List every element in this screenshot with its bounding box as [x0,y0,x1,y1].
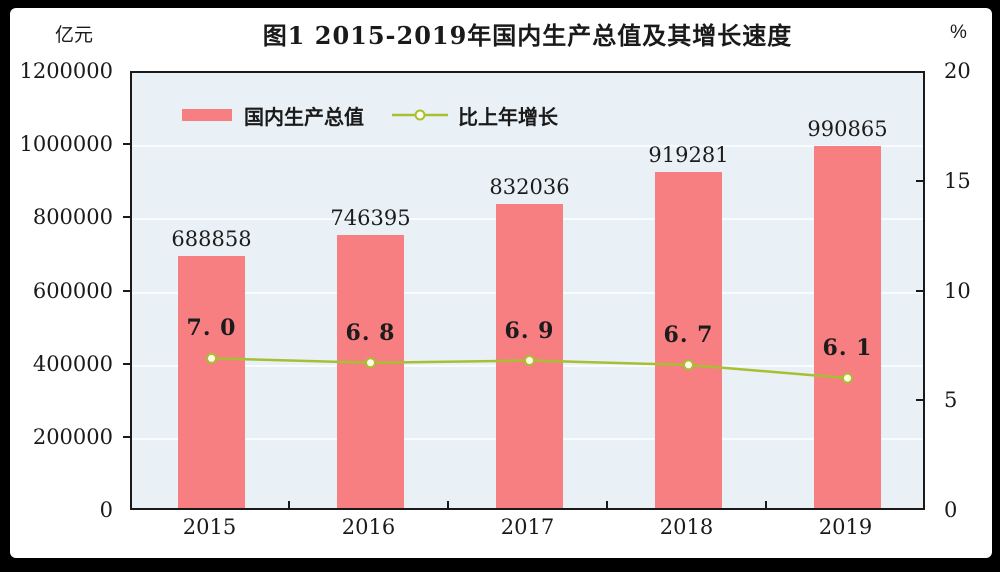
line-marker [524,355,535,367]
x-axis-tick [447,501,449,508]
y-axis-label-right: 5 [944,388,958,413]
x-axis-tick [288,501,290,508]
right-axis-unit: % [950,22,967,43]
growth-value-label: 7. 0 [186,315,237,342]
growth-value-label: 6. 9 [504,317,555,344]
x-axis-label: 2018 [659,515,714,539]
left-axis-unit: 亿元 [55,25,94,46]
y-axis-label-right: 20 [944,59,971,83]
bar-value-label: 832036 [489,174,570,199]
y-axis-label-right: 0 [944,498,958,522]
bar-series-label: 国内生产总值 [244,106,364,129]
bar-value-label: 688858 [171,227,252,251]
gridline [132,145,923,148]
bar-value-label: 919281 [648,142,729,167]
bar-value-label: 990865 [807,116,888,141]
x-axis-label: 2015 [182,515,237,539]
y-axis-label-left: 400000 [32,351,113,376]
x-axis-label: 2019 [818,515,873,539]
bar-value-label: 746395 [330,205,411,230]
growth-value-label: 6. 8 [345,319,396,346]
plot-area: 国内生产总值 比上年增长 688858 746395 832036 919281 990… [130,71,925,510]
growth-line [206,352,853,384]
y-axis-label-right: 15 [944,168,971,193]
bar [655,171,722,508]
line-marker [842,372,853,384]
y-axis-label-left: 200000 [32,424,113,449]
left-axis-tick [123,216,130,219]
line-marker [206,352,217,364]
y-axis-label-left: 800000 [32,205,113,230]
bar [178,256,245,508]
line-series-sample [392,107,448,123]
legend: 国内生产总值 比上年增长 [182,105,558,129]
line-series-label: 比上年增长 [458,106,558,129]
bar-series-swatch [182,109,232,121]
left-axis-tick [123,289,130,292]
chart-page: 亿元 图1 2015-2019年国内生产总值及其增长速度 % 国内生产总值 比上… [10,8,992,558]
chart-title: 图1 2015-2019年国内生产总值及其增长速度 [262,21,793,50]
bar [814,145,881,508]
x-axis-label: 2016 [341,515,396,539]
growth-value-label: 6. 7 [663,321,714,348]
x-axis-label: 2017 [500,515,555,539]
line-marker [365,357,376,369]
y-axis-label-left: 0 [99,498,113,522]
y-axis-label-left: 1000000 [19,132,113,157]
line-marker [683,359,694,371]
x-axis-tick [765,501,767,508]
y-axis-label-left: 600000 [32,278,113,303]
left-axis-tick [123,143,130,146]
right-axis-tick [916,399,923,402]
right-axis-tick [916,179,923,182]
x-axis-tick [606,501,608,508]
left-axis-tick [123,435,130,438]
y-axis-label-left: 1200000 [19,59,113,83]
left-axis-tick [123,362,130,365]
bar [337,234,404,508]
growth-value-label: 6. 1 [822,335,873,362]
y-axis-label-right: 10 [944,278,971,303]
right-axis-tick [916,289,923,292]
